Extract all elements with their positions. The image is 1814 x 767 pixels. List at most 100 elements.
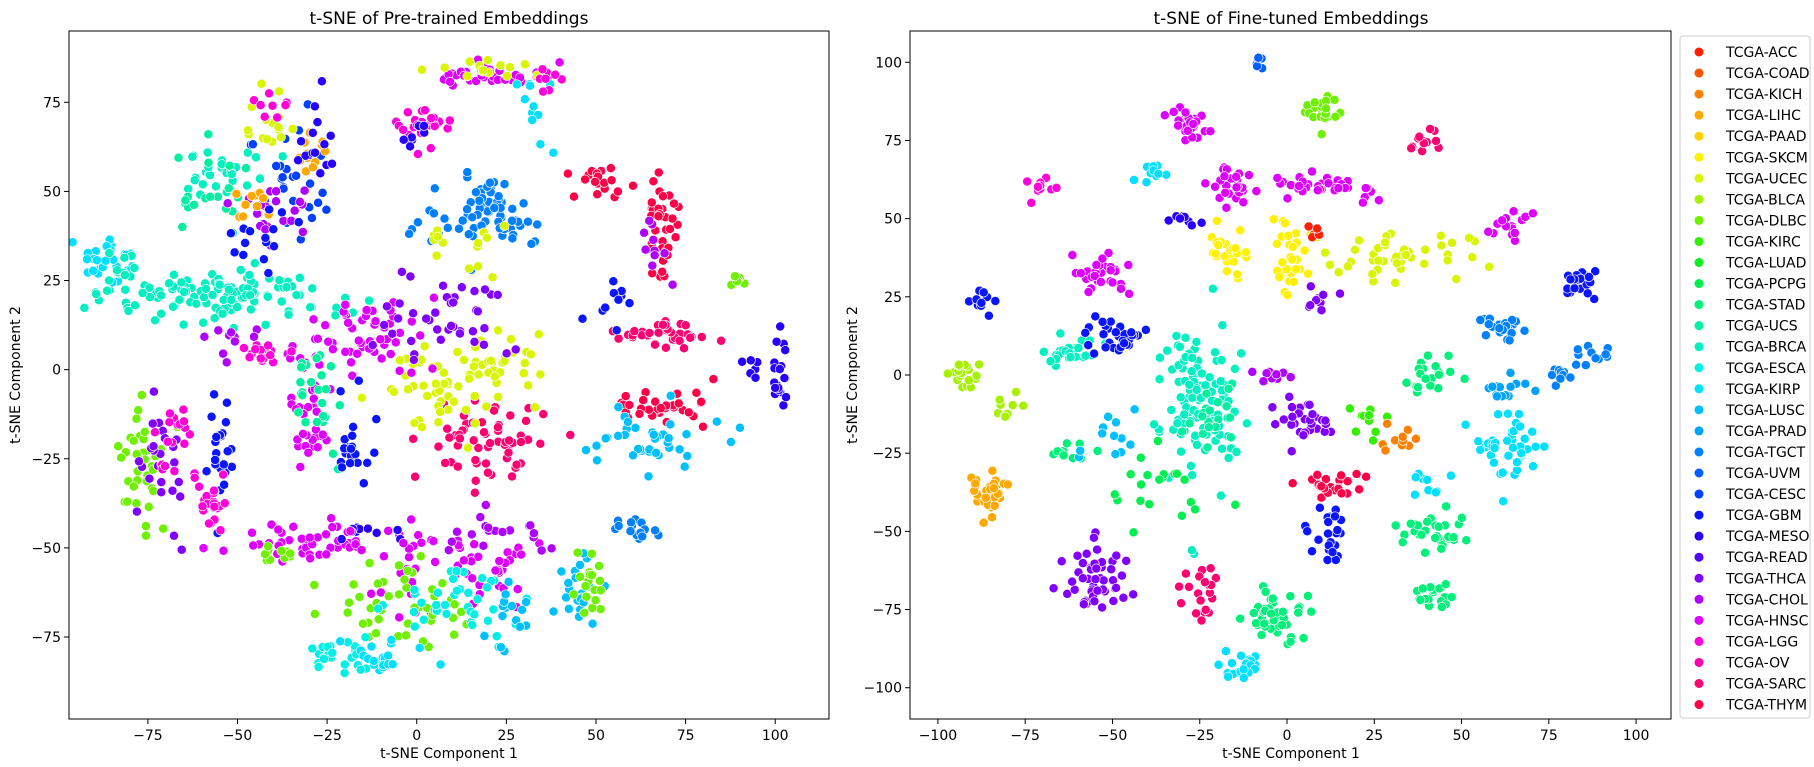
pretrained-point	[428, 292, 439, 303]
finetuned-point	[1260, 586, 1271, 597]
finetuned-point	[1111, 417, 1121, 428]
pretrained-point	[613, 430, 624, 441]
finetuned-point	[1210, 573, 1221, 583]
pretrained-point	[387, 328, 398, 339]
pretrained-point	[383, 591, 394, 602]
finetuned-point	[1111, 550, 1122, 561]
legend-label-tcga-tgct: TCGA-TGCT	[1725, 445, 1806, 461]
finetuned-point	[1067, 250, 1078, 261]
legend-marker-tcga-esca	[1694, 363, 1704, 373]
finetuned-x-tick-label: −50	[1098, 728, 1128, 744]
finetuned-point	[1075, 445, 1086, 456]
pretrained-point	[308, 314, 319, 325]
pretrained-point	[605, 163, 616, 174]
pretrained-plot-title: t-SNE of Pre-trained Embeddings	[310, 9, 589, 29]
pretrained-point	[467, 212, 478, 223]
pretrained-point	[376, 353, 387, 364]
pretrained-point	[489, 203, 500, 213]
finetuned-point	[1316, 481, 1327, 492]
pretrained-point	[493, 422, 503, 433]
pretrained-point	[504, 435, 515, 446]
finetuned-point	[1205, 563, 1216, 574]
legend-marker-tcga-paad	[1694, 131, 1704, 141]
pretrained-point	[613, 520, 624, 531]
pretrained-point	[289, 205, 300, 216]
pretrained-point	[580, 581, 591, 592]
pretrained-point	[478, 65, 489, 76]
finetuned-point	[1461, 535, 1472, 546]
finetuned-point	[1527, 426, 1538, 437]
finetuned-point	[1417, 583, 1428, 594]
pretrained-point	[472, 306, 483, 317]
pretrained-point	[287, 123, 298, 134]
pretrained-point	[224, 284, 234, 295]
finetuned-point	[1487, 381, 1498, 392]
pretrained-point	[238, 211, 248, 222]
pretrained-point	[241, 163, 251, 174]
pretrained-point	[238, 250, 249, 260]
pretrained-point	[464, 56, 475, 67]
pretrained-point	[315, 168, 326, 179]
pretrained-point	[440, 600, 451, 610]
finetuned-point	[1266, 608, 1277, 619]
legend-label-tcga-coad: TCGA-COAD	[1725, 66, 1810, 82]
pretrained-point	[406, 132, 417, 143]
pretrained-point	[457, 215, 468, 226]
pretrained-point	[320, 320, 331, 331]
pretrained-point	[350, 539, 361, 550]
pretrained-point	[364, 295, 375, 306]
finetuned-point	[1220, 646, 1231, 657]
pretrained-point	[432, 324, 443, 335]
pretrained-point	[346, 443, 356, 454]
legend-marker-tcga-uvm	[1694, 468, 1704, 478]
finetuned-point	[1590, 266, 1601, 277]
pretrained-point	[262, 291, 273, 302]
legend-label-tcga-dlbc: TCGA-DLBC	[1725, 213, 1807, 229]
pretrained-point	[242, 125, 253, 136]
pretrained-point	[453, 381, 464, 392]
pretrained-point	[218, 459, 229, 470]
pretrained-point	[225, 228, 236, 239]
pretrained-point	[297, 227, 308, 237]
pretrained-point	[362, 457, 373, 468]
pretrained-point	[198, 317, 209, 328]
finetuned-point	[1210, 248, 1221, 259]
pretrained-point	[255, 100, 266, 111]
legend-marker-tcga-thym	[1694, 700, 1704, 710]
finetuned-x-axis-label: t-SNE Component 1	[1222, 746, 1360, 762]
finetuned-point	[1304, 399, 1315, 410]
pretrained-point	[414, 642, 425, 653]
pretrained-point	[209, 389, 220, 400]
pretrained-point	[205, 191, 216, 202]
pretrained-point	[226, 294, 237, 305]
pretrained-point	[512, 584, 523, 595]
pretrained-point	[148, 386, 159, 397]
finetuned-point	[1038, 346, 1049, 357]
pretrained-point	[431, 250, 442, 261]
pretrained-point	[432, 587, 443, 598]
legend-marker-tcga-prad	[1694, 426, 1704, 436]
finetuned-point	[1247, 366, 1258, 377]
pretrained-point	[489, 405, 500, 416]
pretrained-point	[383, 650, 394, 661]
pretrained-point	[679, 343, 689, 354]
finetuned-point	[1483, 319, 1494, 330]
pretrained-point	[375, 334, 386, 345]
pretrained-point	[516, 437, 526, 447]
finetuned-point	[1200, 604, 1211, 615]
pretrained-point	[178, 404, 189, 415]
finetuned-point	[983, 310, 994, 321]
finetuned-point	[1415, 595, 1426, 605]
finetuned-point	[1505, 367, 1516, 378]
finetuned-point	[1238, 664, 1249, 675]
pretrained-point	[682, 451, 693, 461]
pretrained-point	[452, 585, 462, 596]
finetuned-point	[1105, 265, 1116, 276]
pretrained-point	[638, 395, 649, 406]
pretrained-point	[347, 370, 358, 381]
legend-marker-tcga-luad	[1694, 258, 1704, 267]
finetuned-point	[1312, 185, 1323, 196]
finetuned-point	[1236, 650, 1247, 661]
pretrained-point	[451, 566, 462, 577]
pretrained-point	[309, 101, 320, 112]
